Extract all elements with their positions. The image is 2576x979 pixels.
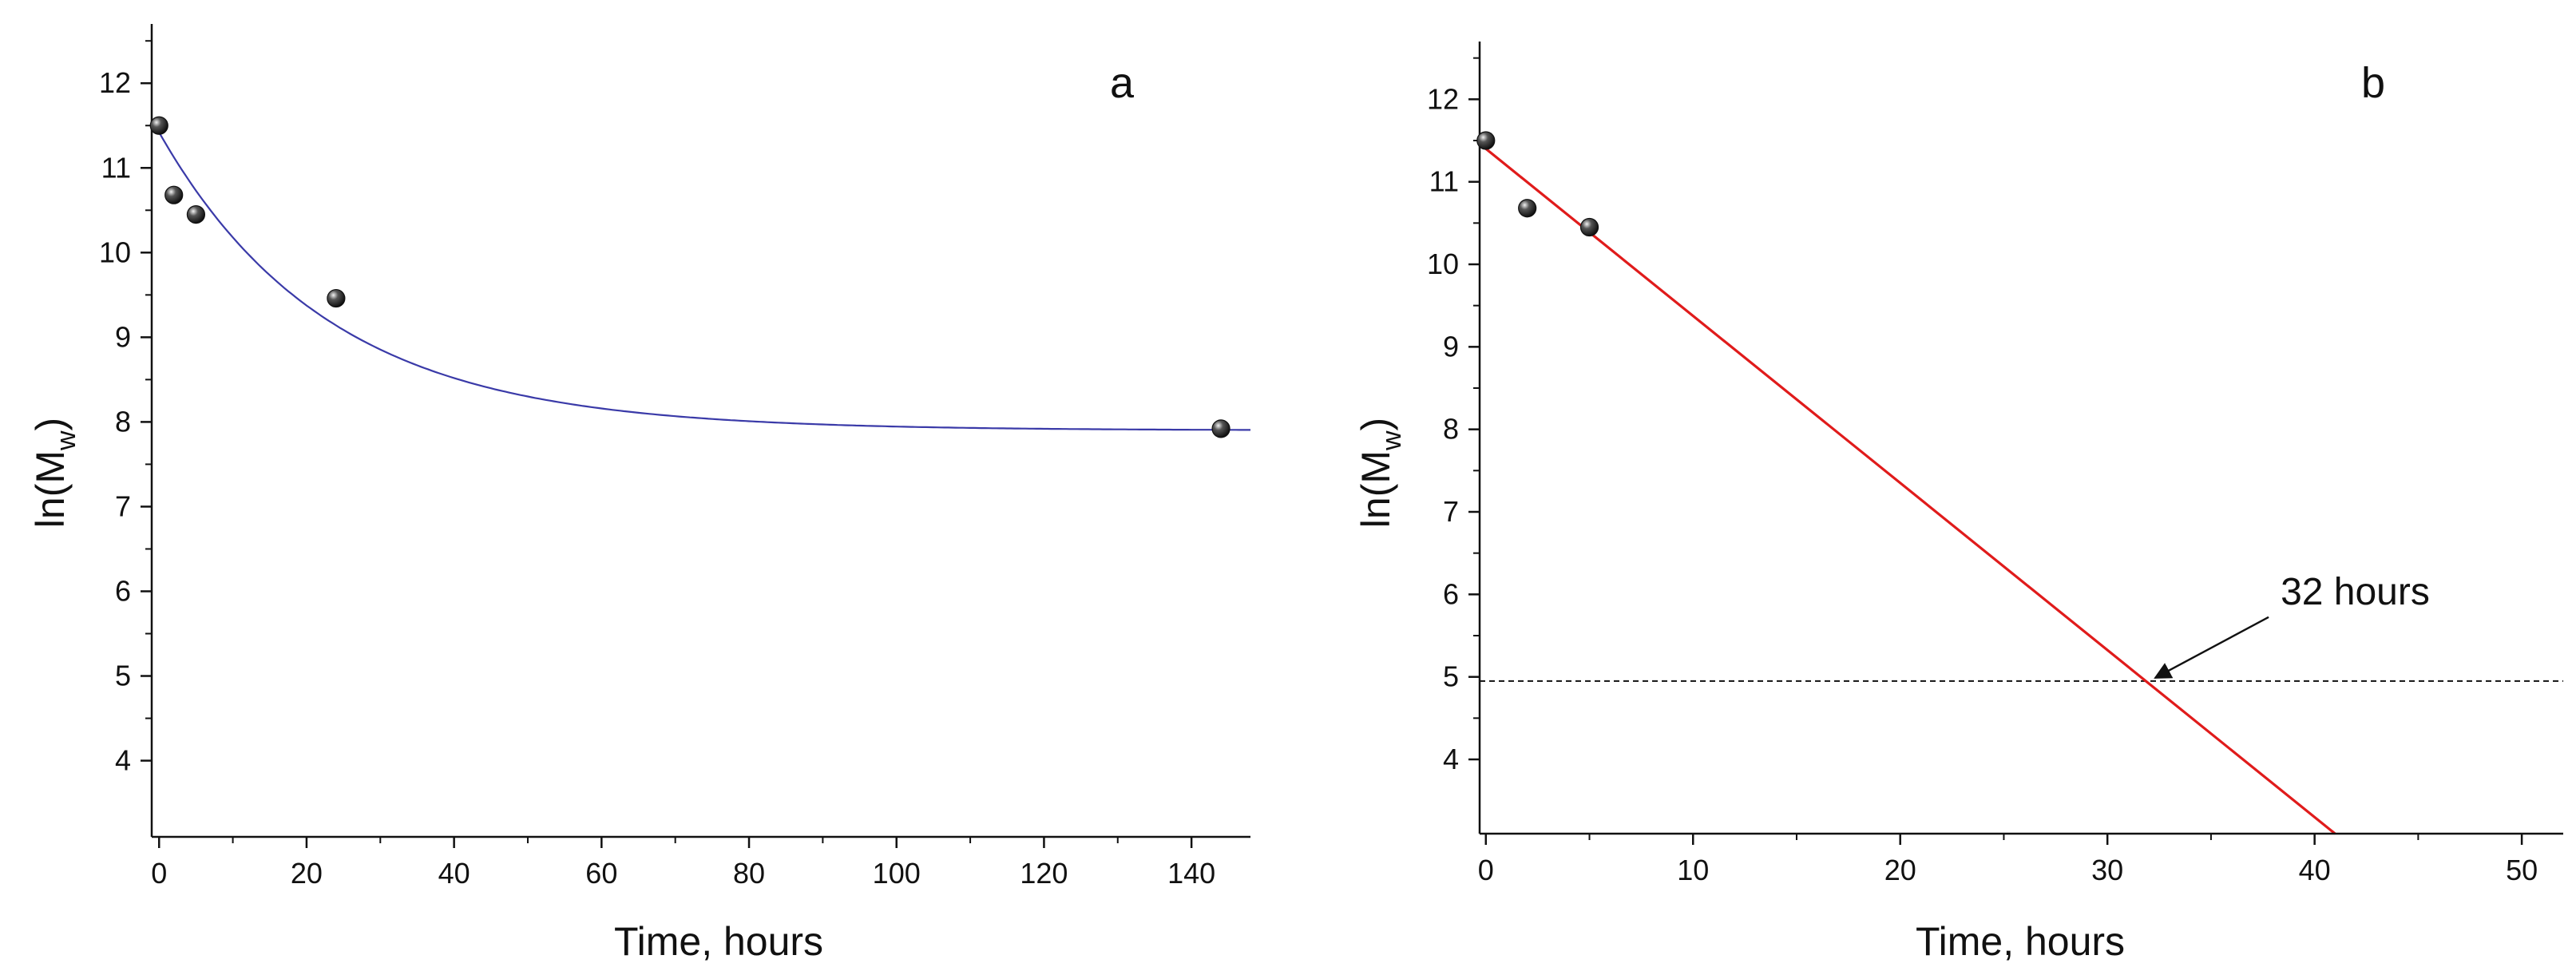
panel-a-data-point [1211, 419, 1231, 438]
panel-a-x-tick-label: 40 [438, 857, 470, 890]
panel-b-y-axis-title-sub: w [1377, 430, 1407, 451]
panel-a-x-tick-label: 80 [733, 857, 765, 890]
panel-a-label: a [1110, 59, 1135, 107]
panel-b-y-tick-label: 7 [1443, 495, 1459, 528]
panel-b-y-axis-title-close: ) [1353, 418, 1398, 431]
panel-a-data-point [186, 204, 206, 224]
panel-a-y-axis-title: ln(Mw) [28, 418, 81, 528]
panel-b-y-tick-label: 11 [1429, 165, 1459, 198]
panel-a-data-point [327, 288, 346, 308]
panel-a-y-tick-label: 11 [101, 151, 131, 184]
panel-b-y-axis-title: ln(Mw) [1353, 418, 1407, 528]
panel-b-label: b [2361, 59, 2385, 107]
panel-b-y-tick-label: 12 [1427, 82, 1459, 115]
panel-b-annotation-text: 32 hours [2281, 571, 2430, 613]
panel-a-y-tick-label: 4 [115, 744, 131, 777]
panel-a-fit-curve [158, 132, 1250, 431]
panel-a-x-axis-title: Time, hours [614, 919, 823, 964]
panel-a-y-ticks: 4 5 6 7 8 9 10 11 12 [99, 40, 152, 777]
panel-b-y-tick-label: 6 [1443, 577, 1459, 610]
panel-a-y-tick-label: 12 [99, 66, 131, 99]
panel-b-x-tick-label: 0 [1478, 854, 1494, 886]
panel-a-y-tick-label: 10 [99, 236, 131, 268]
panel-a-data-point [149, 116, 168, 135]
panel-b-fit-line [1478, 142, 2336, 835]
panel-a-y-axis-title-base: ln(M [28, 450, 73, 528]
panel-b-x-tick-label: 10 [1677, 854, 1709, 886]
panel-b-y-axis-title-base: ln(M [1353, 450, 1398, 528]
panel-b-data-point [1579, 217, 1599, 237]
panel-b-x-tick-label: 20 [1884, 854, 1916, 886]
panel-b-data-point [1476, 131, 1496, 150]
panel-a-y-axis-title-close: ) [28, 418, 73, 431]
panel-b-y-tick-label: 9 [1443, 330, 1459, 363]
panel-b: 4 5 6 7 8 9 10 11 12 0 10 20 30 40 50 32 hours b Time… [1353, 42, 2563, 964]
panel-a-y-tick-label: 9 [115, 320, 131, 353]
panel-a-markers [149, 116, 1231, 438]
panel-b-y-ticks: 4 5 6 7 8 9 10 11 12 [1427, 57, 1480, 775]
panel-a-x-tick-label: 20 [291, 857, 323, 890]
panel-a-y-tick-label: 7 [115, 490, 131, 522]
panel-a-y-tick-label: 5 [115, 660, 131, 692]
panel-a-y-axis-title-sub: w [51, 430, 81, 451]
panel-b-annotation-arrow [2154, 616, 2269, 679]
panel-b-y-tick-label: 10 [1427, 248, 1459, 280]
panel-a-x-tick-label: 60 [585, 857, 617, 890]
panel-b-markers [1476, 131, 1599, 237]
panel-b-x-axis-title: Time, hours [1916, 919, 2125, 964]
panel-b-x-tick-label: 50 [2506, 854, 2538, 886]
panel-b-x-ticks: 0 10 20 30 40 50 [1478, 834, 2538, 886]
panel-b-y-tick-label: 5 [1443, 660, 1459, 693]
panel-a-y-tick-label: 6 [115, 574, 131, 607]
panel-a-x-tick-label: 120 [1020, 857, 1068, 890]
panel-a-y-tick-label: 8 [115, 405, 131, 438]
panel-a-x-tick-label: 140 [1167, 857, 1215, 890]
panel-a-data-point [164, 185, 184, 204]
panel-a: 4 5 6 7 8 9 10 11 12 0 20 40 60 80 100 120 140 a Time, … [28, 24, 1250, 964]
panel-b-x-tick-label: 40 [2299, 854, 2331, 886]
panel-a-x-tick-label: 0 [151, 857, 167, 890]
panel-b-data-point [1518, 199, 1537, 218]
panel-a-x-tick-label: 100 [873, 857, 921, 890]
panel-b-y-tick-label: 4 [1443, 743, 1459, 775]
panel-b-y-tick-label: 8 [1443, 413, 1459, 446]
panel-a-x-ticks: 0 20 40 60 80 100 120 140 [151, 837, 1215, 890]
panel-b-x-tick-label: 30 [2091, 854, 2123, 886]
